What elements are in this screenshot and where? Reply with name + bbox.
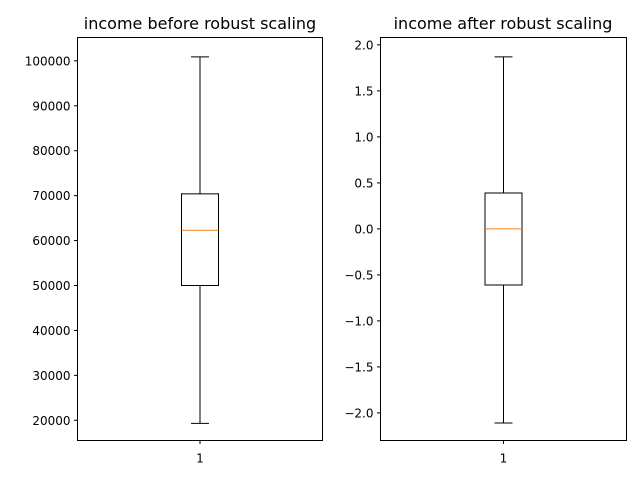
right-y-tick-label: 2.0 <box>354 38 373 52</box>
right-y-tick-label: 0.0 <box>354 222 373 236</box>
left-chart-panel: income before robust scaling 20000 30000 4… <box>25 14 323 466</box>
left-iqr-box <box>181 193 219 286</box>
left-chart-title: income before robust scaling <box>84 14 316 33</box>
left-y-tick-label: 100000 <box>25 54 71 68</box>
left-y-tick-label: 70000 <box>32 189 70 203</box>
left-y-tick-label: 80000 <box>32 144 70 158</box>
left-y-tick-label: 40000 <box>32 324 70 338</box>
left-x-axis: 1 <box>196 440 204 466</box>
left-x-tick-label: 1 <box>196 452 204 466</box>
right-x-axis: 1 <box>500 440 508 466</box>
right-y-tick-label: 0.5 <box>354 176 373 190</box>
right-boxplot <box>484 56 523 424</box>
right-y-tick-label: −2.0 <box>344 406 373 420</box>
left-y-tick-label: 90000 <box>32 99 70 113</box>
right-iqr-box <box>484 192 523 286</box>
right-y-tick-label: 1.0 <box>354 130 373 144</box>
left-y-tick-label: 30000 <box>32 369 70 383</box>
right-y-tick-label: −0.5 <box>344 268 373 282</box>
left-boxplot <box>181 56 219 424</box>
right-x-tick-label: 1 <box>500 452 508 466</box>
right-y-axis: −2.0 −1.5 −1.0 −0.5 0.0 0.5 1.0 1.5 2.0 <box>344 38 381 420</box>
right-y-tick-label: −1.0 <box>344 314 373 328</box>
left-y-tick-label: 60000 <box>32 234 70 248</box>
right-chart-panel: income after robust scaling −2.0 −1.5 −1.0… <box>344 14 627 466</box>
right-chart-title: income after robust scaling <box>394 14 613 33</box>
left-y-tick-label: 50000 <box>32 279 70 293</box>
right-y-tick-label: −1.5 <box>344 360 373 374</box>
right-y-tick-label: 1.5 <box>354 84 373 98</box>
left-y-axis: 20000 30000 40000 50000 60000 70000 80000 90000… <box>25 54 78 428</box>
left-y-tick-label: 20000 <box>32 414 70 428</box>
